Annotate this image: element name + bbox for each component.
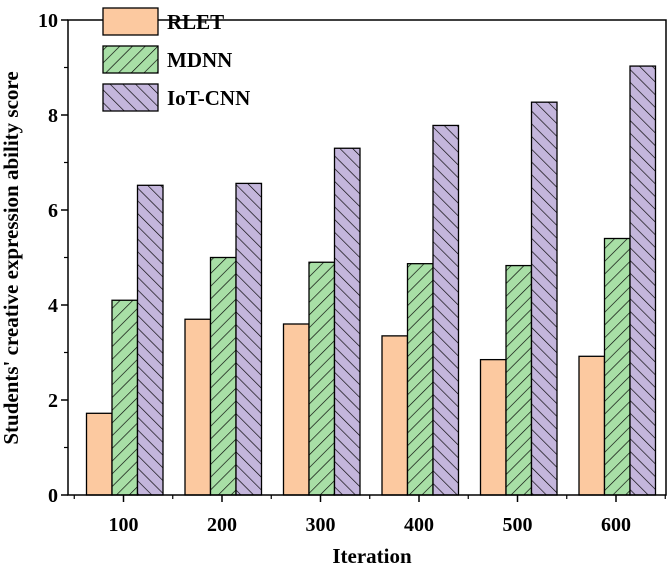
bar-mdnn-400	[406, 263, 434, 496]
y-tick-label: 8	[48, 105, 58, 127]
x-tick-labels: 100 200 300 400 500 600	[109, 514, 632, 536]
bar-iot-cnn-300	[333, 147, 361, 496]
y-tick-label: 6	[48, 200, 58, 222]
legend-swatch-iot-cnn	[102, 83, 159, 112]
x-tick-label: 600	[601, 514, 631, 536]
y-tick-labels: 0 2 4 6 8 10	[38, 10, 58, 507]
bar-mdnn-200	[209, 256, 237, 496]
legend-label-rlet: RLET	[167, 10, 224, 34]
x-axis-title: Iteration	[332, 544, 412, 568]
legend-swatch-rlet	[102, 7, 159, 36]
bar-rlet-200	[184, 318, 212, 496]
legend-label-mdnn: MDNN	[167, 48, 232, 72]
bar-rlet-300	[282, 323, 310, 496]
y-tick-label: 10	[38, 10, 58, 32]
bar-mdnn-500	[505, 264, 533, 496]
y-tick-label: 4	[48, 295, 58, 317]
x-tick-label: 500	[503, 514, 533, 536]
x-tick-label: 400	[404, 514, 434, 536]
bar-iot-cnn-200	[235, 182, 263, 496]
legend-label-iot-cnn: IoT-CNN	[167, 86, 250, 110]
bars-group	[85, 65, 657, 496]
legend-swatch-mdnn	[102, 45, 159, 74]
bar-mdnn-600	[603, 237, 631, 496]
bar-rlet-600	[578, 355, 606, 496]
x-tick-label: 200	[207, 514, 237, 536]
bar-iot-cnn-400	[432, 124, 460, 496]
y-tick-label: 0	[48, 485, 58, 507]
y-tick-label: 2	[48, 390, 58, 412]
bar-mdnn-100	[111, 299, 139, 496]
bar-iot-cnn-600	[629, 65, 657, 496]
legend: RLET MDNN IoT-CNN	[102, 7, 250, 112]
bar-mdnn-300	[308, 261, 336, 496]
bar-iot-cnn-500	[530, 101, 558, 496]
bar-iot-cnn-100	[136, 184, 164, 496]
axes-group	[61, 19, 667, 502]
y-axis-title: Students' creative expression ability sc…	[0, 71, 23, 444]
bar-rlet-500	[479, 358, 507, 496]
x-tick-label: 100	[109, 514, 139, 536]
bar-rlet-100	[85, 412, 113, 496]
bar-rlet-400	[381, 335, 409, 496]
x-tick-label: 300	[306, 514, 336, 536]
